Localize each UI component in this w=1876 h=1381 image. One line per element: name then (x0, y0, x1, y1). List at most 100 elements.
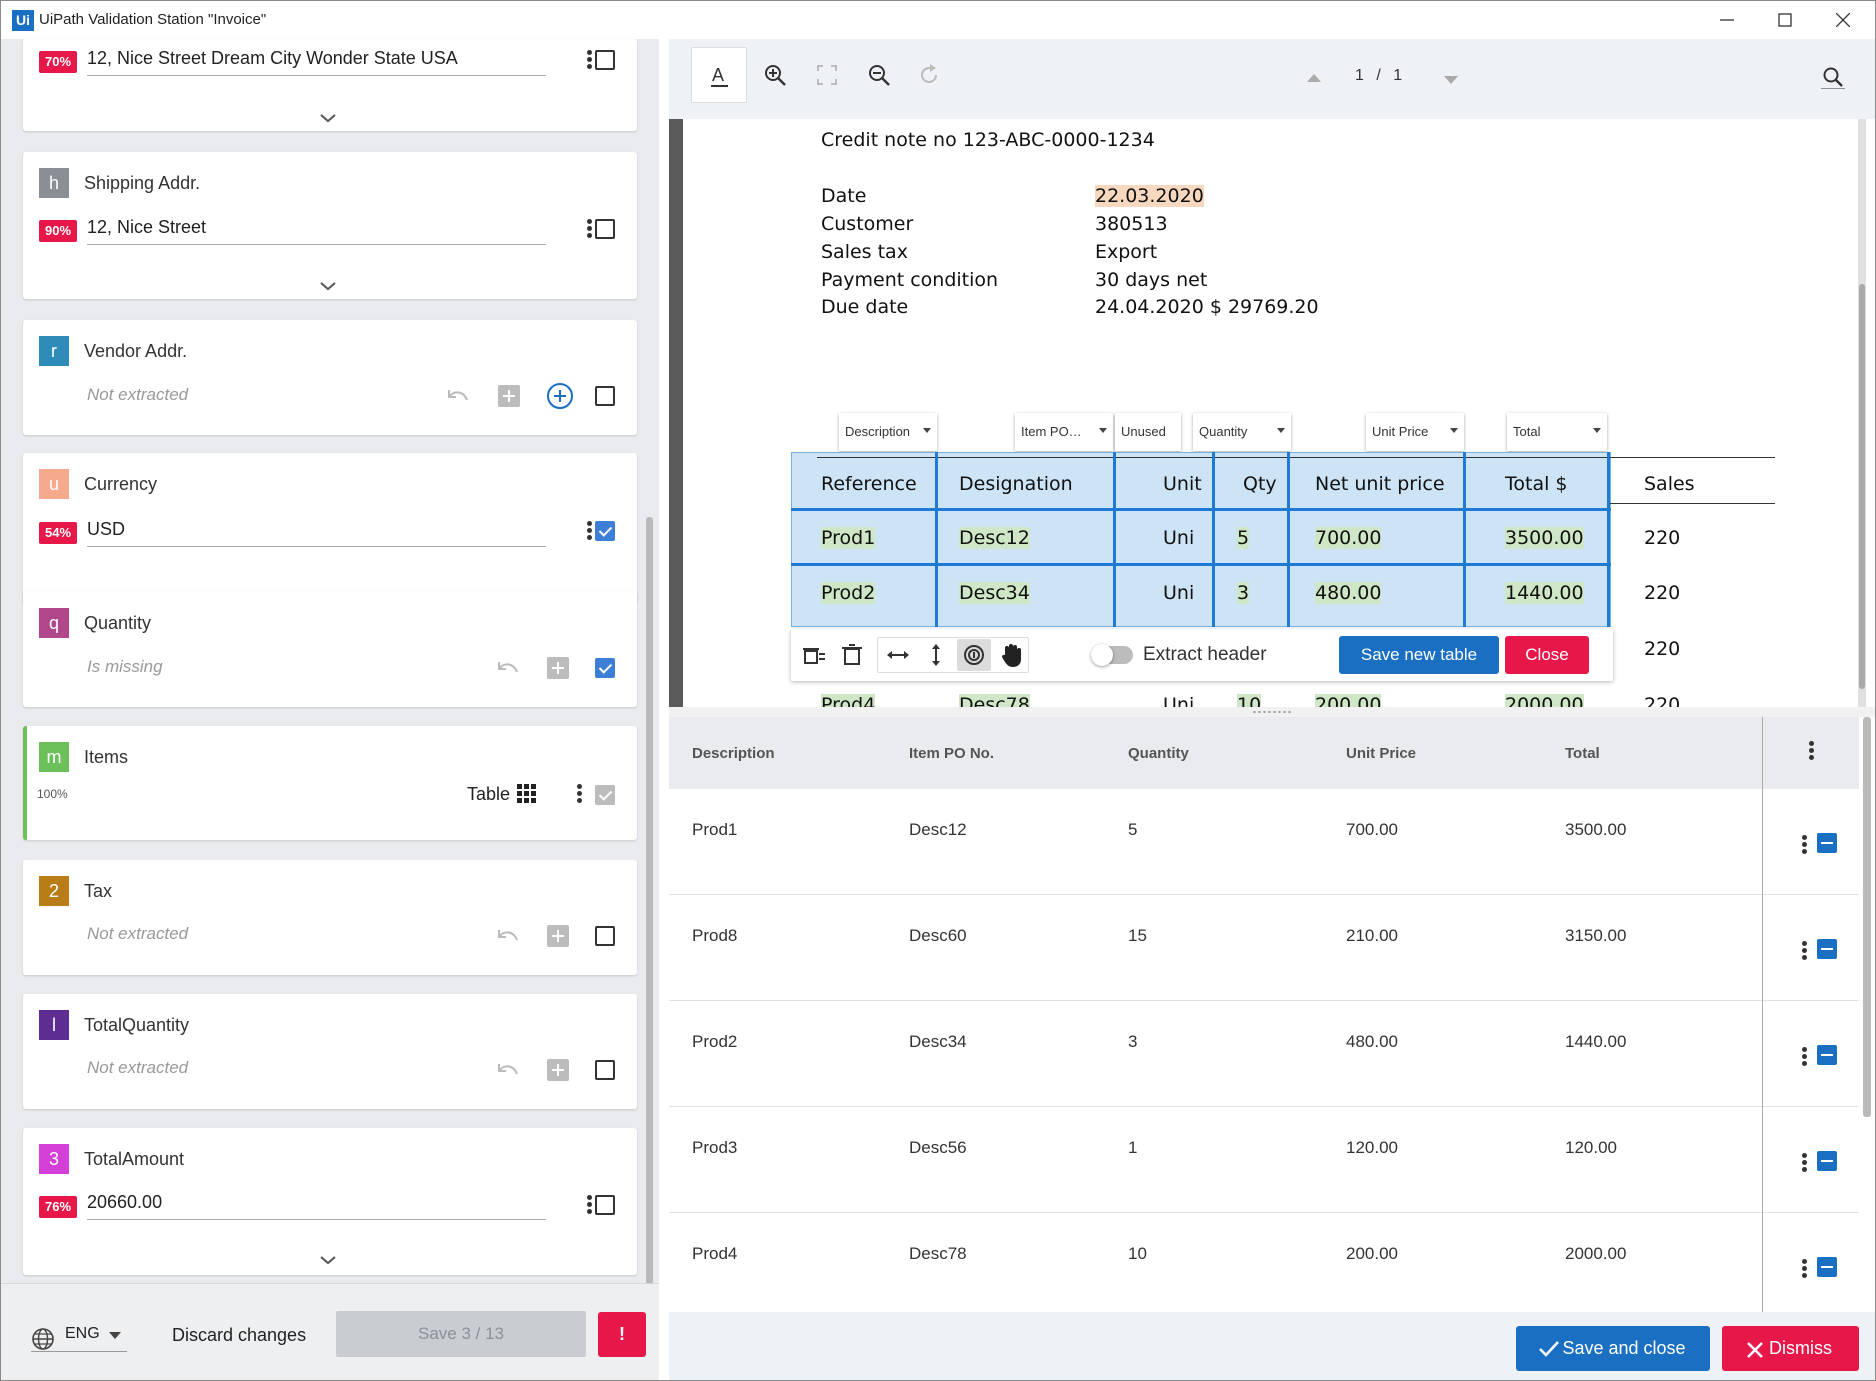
remove-row-icon[interactable] (1817, 1151, 1837, 1171)
close-table-button[interactable]: Close (1505, 636, 1589, 674)
row-options-icon[interactable] (1794, 1045, 1814, 1071)
confirm-checkbox[interactable] (595, 785, 615, 805)
language-selector[interactable]: ENG (31, 1322, 127, 1352)
undo-icon[interactable] (495, 658, 521, 678)
close-window-button[interactable] (1814, 1, 1872, 39)
delete-rows-button[interactable] (797, 639, 831, 671)
grid-header-cell[interactable]: Quantity (1128, 745, 1189, 762)
grid-cell[interactable]: 10 (1128, 1244, 1147, 1263)
table-selection-region[interactable] (791, 452, 1611, 627)
grid-cell[interactable]: 1440.00 (1565, 1032, 1627, 1051)
table-row[interactable]: Prod8 Desc60 15 210.00 3150.00 (669, 895, 1859, 1001)
grid-cell[interactable]: Desc60 (909, 926, 967, 945)
grid-cell[interactable]: Prod8 (692, 926, 738, 945)
add-value-icon[interactable] (547, 925, 569, 947)
grid-cell[interactable]: Desc12 (909, 820, 967, 839)
zoom-out-button[interactable] (851, 47, 907, 103)
grid-cell[interactable]: 1 (1128, 1138, 1138, 1157)
grid-cell[interactable]: 210.00 (1346, 926, 1398, 945)
pan-button[interactable] (995, 639, 1029, 671)
undo-icon[interactable] (495, 1060, 521, 1080)
grid-cell[interactable]: Desc78 (909, 1244, 967, 1263)
discard-changes-button[interactable]: Discard changes (172, 1325, 307, 1345)
more-options-icon[interactable] (579, 1193, 599, 1219)
grid-cell[interactable]: 3 (1128, 1032, 1138, 1051)
chevron-down-icon[interactable] (319, 112, 337, 124)
alert-button[interactable]: ! (598, 1312, 646, 1357)
grid-cell[interactable]: 200.00 (1346, 1244, 1398, 1263)
currency-value-field[interactable]: USD (87, 514, 546, 547)
row-options-icon[interactable] (1794, 1151, 1814, 1177)
grid-cell[interactable]: Prod4 (692, 1244, 738, 1263)
grid-header-cell[interactable]: Item PO No. (909, 745, 995, 762)
column-tag-quantity[interactable]: Quantity (1193, 413, 1291, 451)
grid-cell[interactable]: 120.00 (1565, 1138, 1617, 1157)
table-row[interactable]: Prod2 Desc34 3 480.00 1440.00 (669, 1001, 1859, 1107)
remove-row-icon[interactable] (1817, 1257, 1837, 1277)
document-scrollbar[interactable] (1858, 119, 1866, 709)
grid-cell[interactable]: 5 (1128, 820, 1138, 839)
column-tag-item-po[interactable]: Item PO… (1015, 413, 1113, 451)
column-tag-description[interactable]: Description (839, 413, 937, 451)
add-value-icon[interactable] (498, 385, 520, 407)
page-up-icon[interactable] (1307, 73, 1321, 83)
add-value-icon[interactable] (547, 657, 569, 679)
pane-resizer[interactable] (669, 707, 1875, 717)
text-select-button[interactable]: A (691, 47, 747, 103)
add-value-icon[interactable] (547, 1059, 569, 1081)
dismiss-button[interactable]: Dismiss (1722, 1326, 1859, 1371)
table-row[interactable]: Prod1 Desc12 5 700.00 3500.00 (669, 789, 1859, 895)
confirm-checkbox[interactable] (595, 926, 615, 946)
confirm-checkbox[interactable] (595, 386, 615, 406)
address-value-field[interactable]: 12, Nice Street Dream City Wonder State … (87, 43, 546, 76)
confirm-checkbox[interactable] (595, 658, 615, 678)
fields-scrollbar[interactable] (646, 517, 653, 1323)
fit-page-button[interactable] (799, 47, 855, 103)
grid-scrollbar[interactable] (1863, 717, 1871, 1117)
grid-cell[interactable]: Desc34 (909, 1032, 967, 1051)
search-icon[interactable] (1821, 65, 1845, 89)
table-row[interactable]: Prod4 Desc78 10 200.00 2000.00 (669, 1213, 1859, 1319)
row-options-icon[interactable] (1794, 1257, 1814, 1283)
undo-icon[interactable] (495, 926, 521, 946)
confirm-checkbox[interactable] (595, 1195, 615, 1215)
grid-options-icon[interactable] (1801, 739, 1821, 765)
grid-cell[interactable]: 2000.00 (1565, 1244, 1627, 1263)
add-circle-icon[interactable] (547, 383, 573, 409)
grid-header-cell[interactable]: Total (1565, 745, 1600, 762)
undo-icon[interactable] (445, 386, 471, 406)
document-viewer[interactable]: Credit note no 123-ABC-0000-1234 Date 22… (669, 119, 1875, 709)
grid-header-cell[interactable]: Description (692, 745, 775, 762)
row-options-icon[interactable] (1794, 939, 1814, 965)
maximize-button[interactable] (1756, 1, 1814, 39)
save-new-table-button[interactable]: Save new table (1339, 636, 1499, 674)
field-card-items[interactable]: m Items 100% Table (23, 726, 637, 840)
grid-cell[interactable]: 3150.00 (1565, 926, 1627, 945)
grid-cell[interactable]: Desc56 (909, 1138, 967, 1157)
chevron-down-icon[interactable] (319, 280, 337, 292)
remove-row-icon[interactable] (1817, 1045, 1837, 1065)
more-options-icon[interactable] (579, 519, 599, 545)
remove-row-icon[interactable] (1817, 939, 1837, 959)
grid-cell[interactable]: 700.00 (1346, 820, 1398, 839)
grid-cell[interactable]: 15 (1128, 926, 1147, 945)
zoom-in-button[interactable] (747, 47, 803, 103)
extract-header-toggle[interactable] (1091, 644, 1133, 666)
grid-cell[interactable]: Prod1 (692, 820, 738, 839)
confirm-checkbox[interactable] (595, 1060, 615, 1080)
save-button[interactable]: Save 3 / 13 (336, 1311, 586, 1357)
grid-header-cell[interactable]: Unit Price (1346, 745, 1417, 762)
add-column-button[interactable] (881, 639, 915, 671)
save-and-close-button[interactable]: Save and close (1516, 1326, 1710, 1371)
grid-cell[interactable]: 3500.00 (1565, 820, 1627, 839)
rotate-button[interactable] (901, 47, 957, 103)
remove-row-icon[interactable] (1817, 833, 1837, 853)
more-options-icon[interactable] (579, 217, 599, 243)
confirm-checkbox[interactable] (595, 521, 615, 541)
grid-cell[interactable]: Prod3 (692, 1138, 738, 1157)
chevron-down-icon[interactable] (319, 1254, 337, 1266)
confirm-checkbox[interactable] (595, 50, 615, 70)
confirm-checkbox[interactable] (595, 219, 615, 239)
row-options-icon[interactable] (1794, 833, 1814, 859)
totalamount-value-field[interactable]: 20660.00 (87, 1187, 546, 1220)
